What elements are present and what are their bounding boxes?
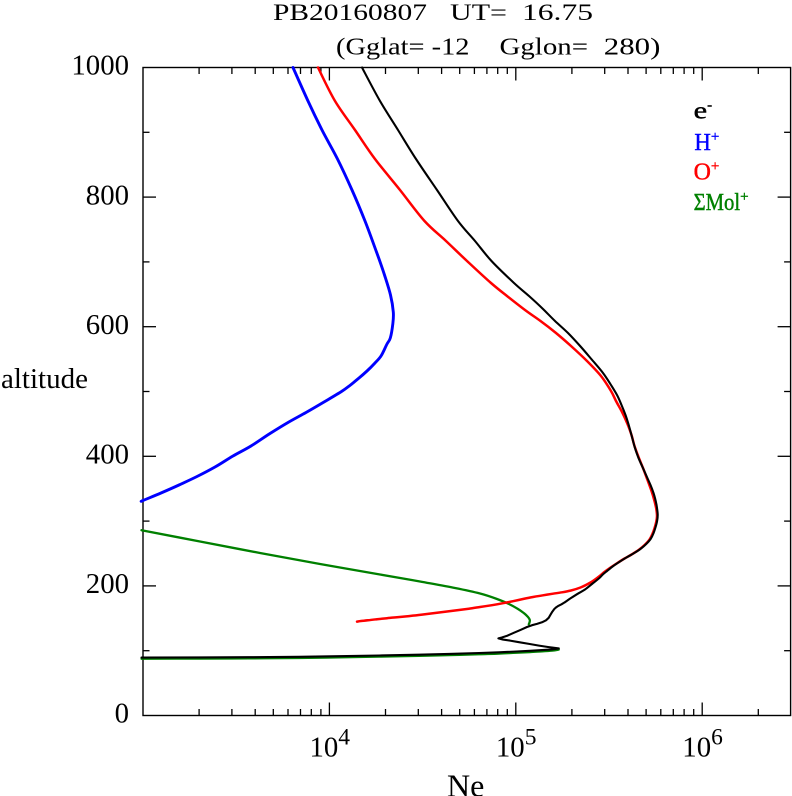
svg-text:altitude: altitude — [1, 363, 88, 395]
svg-text:H+: H+ — [694, 129, 719, 156]
svg-text:e-: e- — [694, 98, 713, 125]
svg-text:O+: O+ — [694, 159, 720, 186]
svg-text:1000: 1000 — [71, 50, 129, 82]
svg-text:ΣMol+: ΣMol+ — [694, 189, 749, 216]
svg-text:200: 200 — [86, 568, 129, 600]
svg-text:Ne: Ne — [447, 768, 484, 796]
svg-text:0: 0 — [115, 698, 129, 730]
svg-text:600: 600 — [86, 309, 129, 341]
svg-text:UT=: UT= — [450, 0, 507, 26]
svg-text:400: 400 — [86, 439, 129, 471]
svg-text:280): 280) — [604, 33, 661, 60]
svg-text:(Gglat= -12: (Gglat= -12 — [336, 33, 470, 60]
svg-text:PB20160807: PB20160807 — [273, 0, 427, 26]
svg-text:16.75: 16.75 — [522, 0, 593, 26]
svg-text:800: 800 — [86, 179, 129, 211]
svg-text:Gglon=: Gglon= — [500, 33, 589, 60]
